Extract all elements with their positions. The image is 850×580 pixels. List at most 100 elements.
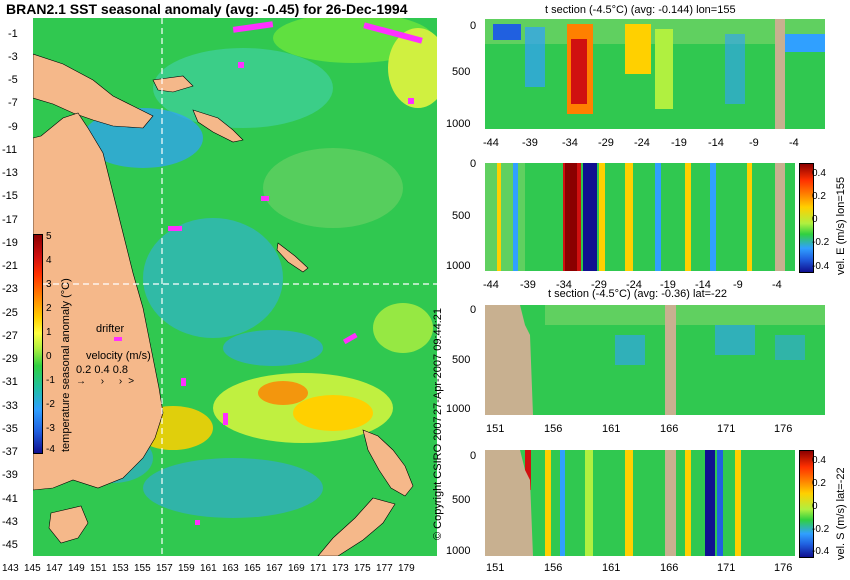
lat-tick: -5 [8,74,18,86]
colorbar-tick: 0 [812,501,818,512]
lon-tick: 149 [68,563,85,574]
ocean-anomaly-field [73,18,437,518]
lat-tick: -41 [2,493,18,505]
x-tick: 161 [602,423,621,435]
lat-tick: -37 [2,446,18,458]
y-tick: 500 [452,210,471,222]
velocity-legend-arrows: → › ›> [76,376,141,387]
temp-lon-section[interactable] [485,19,825,129]
x-tick: 166 [660,562,679,574]
lon-tick: 163 [222,563,239,574]
colorbar-tick: 0.2 [812,191,826,202]
x-tick: -39 [522,137,538,149]
lon-tick: 179 [398,563,415,574]
x-tick: 176 [774,423,793,435]
colorbar-tick: 3 [46,279,52,290]
y-tick: 0 [470,158,477,170]
lat-tick: -29 [2,353,18,365]
vel-south-colorbar [799,450,814,558]
x-tick: -14 [695,279,711,291]
y-tick: 1000 [446,118,471,130]
colorbar-tick: 0.4 [812,455,826,466]
x-tick: 161 [602,562,621,574]
x-tick: -44 [483,137,499,149]
x-tick: 171 [717,423,736,435]
tasmania-land [48,505,89,544]
lon-tick: 171 [310,563,327,574]
temp-lat-section[interactable] [485,305,825,415]
lon-tick: 145 [24,563,41,574]
lon-tick: 167 [266,563,283,574]
x-tick: -29 [591,279,607,291]
colorbar-tick: 1 [46,327,52,338]
timestamp-text: 27-Apr-2007 09:44:21 [432,307,444,415]
panel-temp-lat-title: t section (-4.5°C) (avg: -0.36) lat=-22 [548,288,727,300]
x-tick: -34 [556,279,572,291]
colorbar-tick: -0.4 [812,261,830,272]
lat-tick: -23 [2,283,18,295]
lat-tick: -25 [2,307,18,319]
new-zealand-land [362,429,414,497]
panel-temp-lon-title: t section (-4.5°C) (avg: -0.144) lon=155 [545,4,736,16]
vel-east-section[interactable] [485,163,795,271]
x-tick: 156 [544,423,563,435]
vel-south-section[interactable] [485,450,795,556]
lat-tick: -27 [2,330,18,342]
lat-tick: -45 [2,539,18,551]
x-tick: -24 [634,137,650,149]
x-tick: 156 [544,562,563,574]
x-tick: -34 [562,137,578,149]
lat-tick: -3 [8,51,18,63]
vel-east-side-label: vel. E (m/s) lon=155 [835,176,847,275]
lat-tick: -11 [2,144,18,156]
vel-south-side-label: vel. S (m/s) lat=-22 [835,467,847,560]
x-tick: -4 [772,279,782,291]
lon-tick: 143 [2,563,19,574]
x-tick: -39 [520,279,536,291]
velocity-legend-label: velocity (m/s) [86,350,151,362]
sst-anomaly-map[interactable] [33,18,437,556]
y-tick: 500 [452,66,471,78]
lon-tick: 173 [332,563,349,574]
y-tick: 0 [470,20,477,32]
lon-tick: 165 [244,563,261,574]
lat-tick: -7 [8,97,18,109]
lat-tick: -21 [2,260,18,272]
lon-tick: 153 [112,563,129,574]
x-tick: 151 [486,562,505,574]
lon-tick: 151 [90,563,107,574]
vel-east-colorbar [799,163,814,273]
lon-tick: 161 [200,563,217,574]
colorbar-tick: 2 [46,303,52,314]
x-tick: -29 [598,137,614,149]
drifter-legend-marker [114,337,122,341]
x-tick: -19 [660,279,676,291]
colorbar-tick: 0.4 [812,168,826,179]
lat-tick: -17 [2,214,18,226]
x-tick: -9 [733,279,743,291]
lon-tick: 157 [156,563,173,574]
x-tick: -14 [708,137,724,149]
copyright-text: © Copyright CSIRO 2007 [432,416,444,540]
drifter-legend-label: drifter [96,323,125,335]
colorbar-tick: 0 [812,214,818,225]
lon-tick: 155 [134,563,151,574]
colorbar-tick: -2 [46,399,55,410]
colorbar-tick: -4 [46,444,55,455]
lat-tick: -43 [2,516,18,528]
new-britain-land [152,75,194,93]
lon-tick: 175 [354,563,371,574]
map-title: BRAN2.1 SST seasonal anomaly (avg: -0.45… [6,1,408,17]
y-tick: 500 [452,354,471,366]
y-tick: 500 [452,494,471,506]
colorbar-label: temperature seasonal anomaly (°C) [60,278,72,452]
y-tick: 1000 [446,260,471,272]
x-tick: 166 [660,423,679,435]
colorbar-tick: -1 [46,375,55,386]
x-tick: -44 [483,279,499,291]
lon-tick: 159 [178,563,195,574]
lat-tick: -33 [2,400,18,412]
lon-tick: 177 [376,563,393,574]
x-tick: -9 [749,137,759,149]
x-tick: 171 [717,562,736,574]
